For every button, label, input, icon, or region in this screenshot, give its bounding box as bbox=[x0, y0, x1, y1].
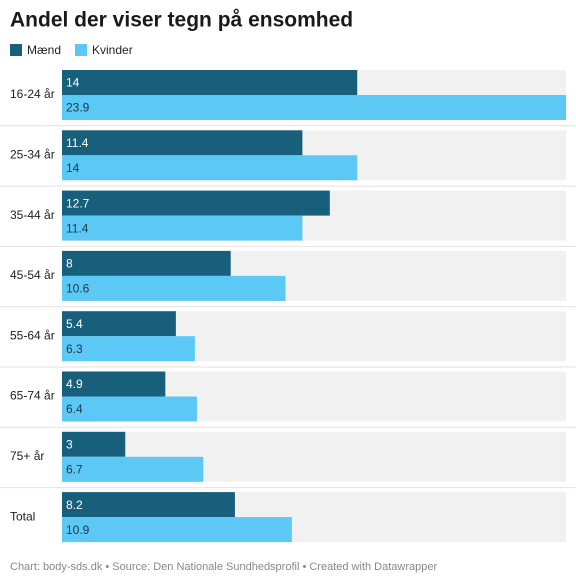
bar bbox=[62, 215, 303, 241]
category-label: 55-64 år bbox=[10, 328, 55, 342]
bar bbox=[62, 517, 292, 543]
category-label: 45-54 år bbox=[10, 268, 55, 282]
value-label: 10.9 bbox=[66, 523, 90, 537]
category-label: 16-24 år bbox=[10, 87, 55, 101]
value-label: 14 bbox=[66, 161, 80, 175]
category-label: 35-44 år bbox=[10, 208, 55, 222]
legend-label: Mænd bbox=[27, 43, 61, 57]
legend-label: Kvinder bbox=[92, 43, 133, 57]
bar bbox=[62, 275, 286, 301]
category-label: 65-74 år bbox=[10, 389, 55, 403]
chart-title: Andel der viser tegn på ensomhed bbox=[10, 9, 353, 32]
bar bbox=[62, 336, 195, 362]
bar bbox=[62, 311, 176, 337]
bar bbox=[62, 70, 358, 95]
value-label: 11.4 bbox=[66, 136, 89, 150]
value-label: 5.4 bbox=[66, 317, 83, 331]
bar bbox=[62, 371, 166, 397]
legend-swatch bbox=[10, 44, 22, 56]
value-label: 3 bbox=[66, 437, 73, 451]
bar bbox=[62, 456, 204, 482]
value-label: 6.7 bbox=[66, 462, 83, 476]
value-label: 23.9 bbox=[66, 101, 90, 115]
value-label: 6.4 bbox=[66, 402, 83, 416]
bar bbox=[62, 95, 566, 120]
value-label: 4.9 bbox=[66, 377, 83, 391]
bar bbox=[62, 190, 330, 216]
bar bbox=[62, 155, 358, 181]
value-label: 6.3 bbox=[66, 342, 83, 356]
category-label: 75+ år bbox=[10, 449, 44, 463]
value-label: 8.2 bbox=[66, 498, 83, 512]
bar bbox=[62, 431, 126, 457]
value-label: 8 bbox=[66, 257, 73, 271]
value-label: 10.6 bbox=[66, 282, 90, 296]
value-label: 14 bbox=[66, 76, 80, 90]
value-label: 12.7 bbox=[66, 196, 90, 210]
bar bbox=[62, 130, 303, 156]
bar bbox=[62, 492, 235, 518]
chart-footer: Chart: body-sds.dk • Source: Den Nationa… bbox=[10, 561, 437, 573]
category-label: 25-34 år bbox=[10, 147, 55, 161]
legend-swatch bbox=[75, 44, 88, 56]
bar bbox=[62, 396, 197, 422]
category-label: Total bbox=[10, 509, 35, 523]
bar bbox=[62, 250, 231, 276]
value-label: 11.4 bbox=[66, 221, 89, 235]
